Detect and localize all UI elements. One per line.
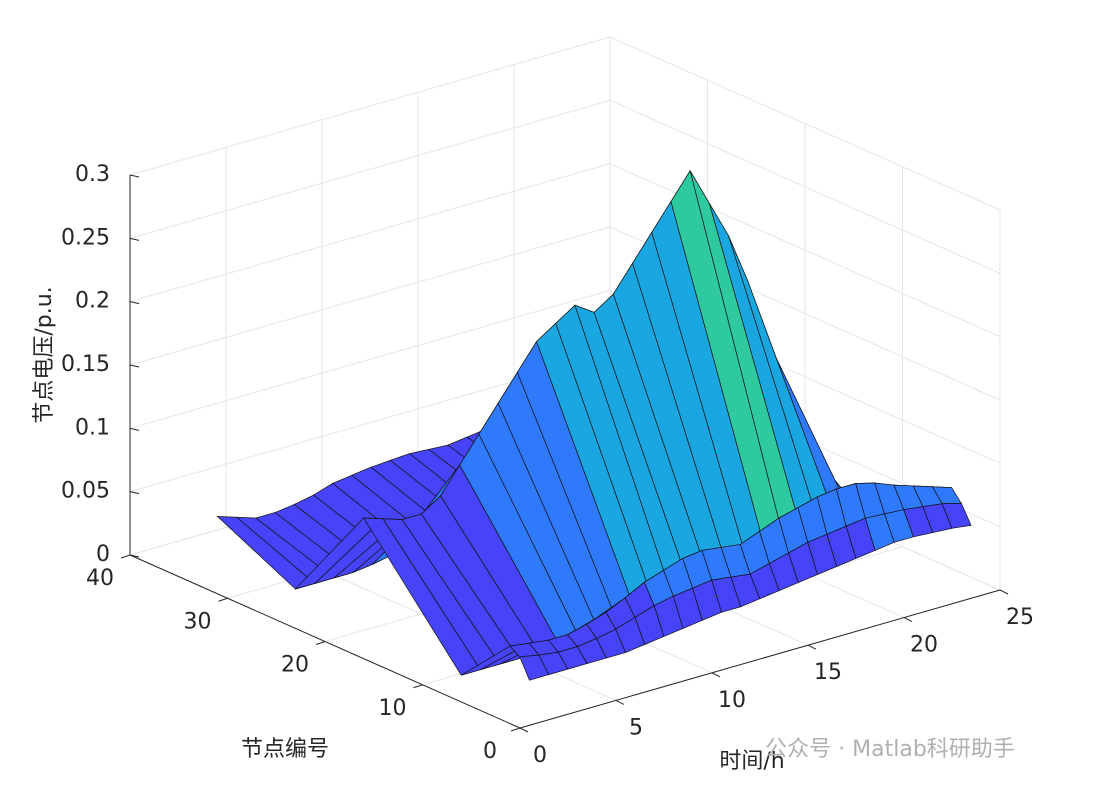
y-tick (315, 641, 326, 645)
y-tick-label: 30 (184, 609, 212, 634)
watermark: 公众号 · Matlab科研助手 (765, 737, 1015, 762)
axis-line (519, 589, 1001, 729)
z-tick (129, 174, 140, 178)
z-tick (129, 301, 140, 305)
x-tick-label: 20 (910, 633, 938, 658)
y-axis-label: 节点编号 (241, 737, 329, 762)
z-tick-label: 0 (96, 542, 110, 567)
x-tick (615, 699, 625, 705)
z-tick-label: 0.05 (61, 479, 110, 504)
grid-line (129, 226, 611, 366)
z-tick-label: 0.3 (75, 162, 110, 187)
grid-line (609, 99, 1001, 274)
y-tick-label: 20 (281, 653, 309, 678)
x-tick (807, 644, 817, 650)
z-tick (129, 237, 140, 241)
grid-line (129, 163, 611, 303)
x-tick (999, 589, 1009, 595)
z-tick-label: 0.15 (61, 352, 110, 377)
x-axis-label: 时间/h (719, 749, 784, 774)
grid-line (129, 36, 611, 176)
x-tick (711, 672, 721, 678)
y-tick (120, 554, 131, 559)
x-tick-label: 5 (629, 715, 643, 740)
grid-line (609, 163, 1001, 338)
y-tick-label: 10 (379, 696, 407, 721)
x-tick-label: 0 (533, 743, 547, 768)
y-tick (510, 727, 521, 732)
grid-line (129, 289, 611, 429)
z-tick (129, 491, 140, 495)
z-tick-label: 0.2 (75, 289, 110, 314)
grid-line (129, 99, 611, 239)
z-tick-label: 0.25 (61, 225, 110, 250)
y-tick-label: 0 (483, 739, 497, 764)
x-tick-label: 10 (718, 688, 746, 713)
z-tick-label: 0.1 (75, 415, 110, 440)
z-tick (129, 364, 140, 368)
grid-line (609, 36, 1001, 211)
y-tick (218, 597, 228, 602)
x-tick-label: 25 (1006, 605, 1034, 630)
z-axis-label: 节点电压/p.u. (32, 286, 57, 423)
x-tick (903, 617, 913, 623)
x-tick-label: 15 (814, 660, 842, 685)
z-tick (129, 427, 140, 431)
y-tick (413, 684, 423, 689)
surface-face (519, 654, 550, 681)
x-tick (519, 727, 529, 733)
z-tick (129, 554, 140, 558)
y-tick-label: 40 (86, 566, 114, 591)
